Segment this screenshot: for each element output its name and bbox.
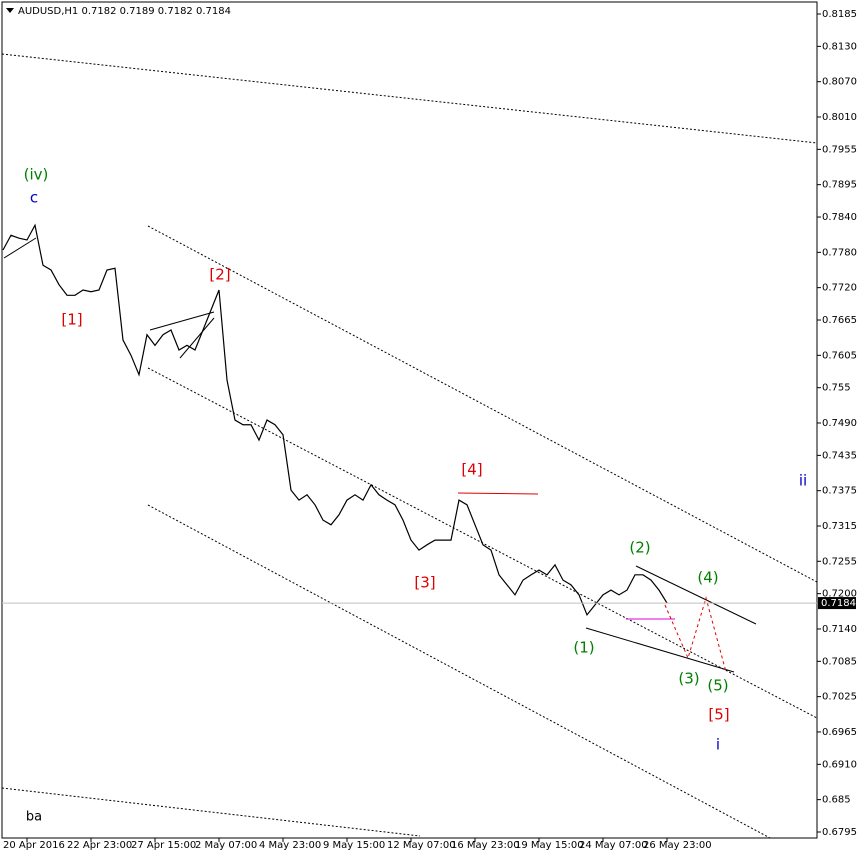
x-tick-label: 24 May 07:00 [579, 840, 648, 851]
channel-line [147, 504, 771, 839]
y-tick-label: 0.7025 [822, 692, 857, 703]
trend-line [635, 565, 757, 625]
wave-label: (iv) [24, 166, 49, 184]
y-tick-label: 0.7605 [822, 350, 857, 361]
wave-label: ba [26, 810, 42, 825]
y-tick-label: 0.6795 [822, 827, 857, 838]
wave-label: (4) [697, 569, 718, 587]
y-tick-label: 0.7085 [822, 656, 857, 667]
x-tick-label: 20 Apr 2016 [3, 840, 65, 851]
wave-label: [2] [209, 266, 230, 284]
y-tick-label: 0.6910 [822, 759, 857, 770]
y-tick-label: 0.8130 [822, 41, 857, 52]
y-tick-label: 0.755 [822, 383, 851, 394]
x-tick-label: 22 Apr 23:00 [67, 840, 132, 851]
y-tick-label: 0.7435 [822, 450, 857, 461]
wave-label: [5] [708, 706, 729, 724]
price-box [818, 597, 856, 610]
x-tick-label: 27 Apr 15:00 [131, 840, 196, 851]
x-tick-label: 19 May 15:00 [515, 840, 584, 851]
wave-label: i [716, 736, 720, 754]
trend-line [3, 237, 37, 259]
y-tick-label: 0.7720 [822, 283, 857, 294]
x-tick-label: 16 May 23:00 [451, 840, 520, 851]
wave-label: (1) [573, 639, 594, 657]
x-tick-label: 9 May 15:00 [323, 840, 385, 851]
y-tick-label: 0.6965 [822, 727, 857, 738]
x-tick-label: 26 May 23:00 [643, 840, 712, 851]
y-tick-label: 0.7955 [822, 144, 857, 155]
y-tick-label: 0.7840 [822, 212, 857, 223]
y-tick-label: 0.7490 [822, 418, 857, 429]
trend-line [149, 311, 215, 331]
y-tick-label: 0.7315 [822, 521, 857, 532]
price-line-series [2, 223, 668, 617]
y-tick-label: 0.7895 [822, 180, 857, 191]
y-tick-label: 0.7665 [822, 315, 857, 326]
chart-title: AUDUSD,H1 0.7182 0.7189 0.7182 0.7184 [18, 6, 231, 17]
plot [2, 223, 668, 617]
x-tick-label: 2 May 07:00 [195, 840, 257, 851]
price-label: 0.7184 [821, 598, 856, 609]
y-tick-label: 0.685 [822, 795, 851, 806]
menu-arrow[interactable] [6, 8, 14, 13]
y-tick-label: 0.7255 [822, 556, 857, 567]
trend-line [179, 317, 215, 359]
y-tick-label: 0.7200 [822, 589, 857, 600]
wave-label: ii [799, 472, 807, 490]
channel-line [1, 53, 818, 144]
x-tick-label: 12 May 07:00 [387, 840, 456, 851]
level-line [457, 492, 539, 495]
wave-label: [1] [61, 311, 82, 329]
trend-line [585, 627, 735, 673]
wave-label: (2) [629, 539, 650, 557]
projection [664, 596, 727, 673]
y-tick-label: 0.8185 [822, 9, 857, 20]
y-tick-label: 0.7140 [822, 624, 857, 635]
y-tick-label: 0.7375 [822, 486, 857, 497]
y-tick-label: 0.7780 [822, 247, 857, 258]
wave-label: (3) [678, 670, 699, 688]
wave-label: [3] [414, 574, 435, 592]
wave-label: (5) [707, 677, 728, 695]
y-tick-label: 0.8070 [822, 77, 857, 88]
wedge-lines [3, 237, 757, 673]
wave-label: c [30, 189, 38, 207]
plot-frame [1, 1, 818, 839]
wave-label: [4] [461, 461, 482, 479]
y-tick-label: 0.8010 [822, 112, 857, 123]
x-tick-label: 4 May 23:00 [259, 840, 321, 851]
